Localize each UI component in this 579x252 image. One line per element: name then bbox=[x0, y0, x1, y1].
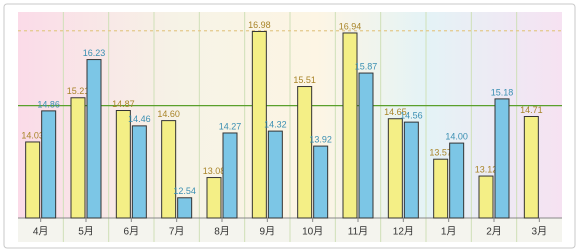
value-label: 14.32 bbox=[264, 119, 287, 129]
bar bbox=[495, 99, 509, 218]
bar bbox=[434, 159, 448, 218]
bar bbox=[268, 131, 282, 218]
x-tick-label: 10月 bbox=[302, 226, 323, 238]
x-tick-label: 5月 bbox=[78, 226, 94, 238]
value-label: 14.60 bbox=[157, 109, 180, 119]
value-label: 15.21 bbox=[67, 86, 90, 96]
page: 4月 14.03 14.86 5月 15.21 16.23 6月 14.87 14.46 7月 14… bbox=[0, 0, 579, 252]
bar bbox=[132, 126, 146, 218]
bar bbox=[116, 111, 130, 218]
bar bbox=[404, 122, 418, 218]
value-label: 14.00 bbox=[445, 131, 468, 141]
value-label: 15.18 bbox=[491, 87, 514, 97]
value-label: 14.27 bbox=[219, 121, 242, 131]
bar bbox=[359, 73, 373, 218]
bar bbox=[223, 133, 237, 218]
value-label: 16.23 bbox=[83, 48, 106, 58]
x-tick-label: 2月 bbox=[486, 226, 502, 238]
x-tick-label: 8月 bbox=[214, 226, 230, 238]
x-tick-label: 3月 bbox=[532, 226, 548, 238]
value-label: 13.08 bbox=[203, 166, 226, 176]
bar bbox=[178, 198, 192, 218]
bar bbox=[71, 98, 85, 218]
value-label: 13.92 bbox=[309, 134, 332, 144]
value-label: 14.56 bbox=[400, 110, 423, 120]
x-tick-label: 12月 bbox=[393, 226, 414, 238]
x-tick-label: 11月 bbox=[348, 226, 368, 238]
value-label: 16.94 bbox=[339, 21, 362, 31]
bar bbox=[87, 60, 101, 218]
value-label: 12.54 bbox=[173, 186, 196, 196]
bar bbox=[42, 111, 56, 218]
bar bbox=[314, 146, 328, 218]
value-label: 16.98 bbox=[248, 20, 271, 30]
value-label: 15.87 bbox=[355, 61, 378, 71]
bar bbox=[162, 121, 176, 218]
x-tick-label: 9月 bbox=[260, 226, 276, 238]
bar bbox=[524, 116, 538, 218]
chart: 4月 14.03 14.86 5月 15.21 16.23 6月 14.87 14.46 7月 14… bbox=[0, 0, 579, 252]
x-tick-label: 4月 bbox=[33, 226, 49, 238]
value-label: 14.87 bbox=[112, 99, 135, 109]
bar bbox=[450, 143, 464, 218]
bar bbox=[207, 178, 221, 218]
x-tick-label: 6月 bbox=[124, 226, 140, 238]
x-tick-label: 7月 bbox=[169, 226, 185, 238]
value-label: 14.03 bbox=[21, 130, 44, 140]
bar bbox=[388, 119, 402, 218]
value-label: 14.46 bbox=[128, 114, 151, 124]
bar bbox=[298, 87, 312, 218]
value-label: 13.57 bbox=[429, 148, 452, 158]
bar bbox=[479, 176, 493, 218]
value-label: 14.86 bbox=[37, 99, 60, 109]
value-label: 14.71 bbox=[520, 105, 543, 115]
bar bbox=[26, 142, 40, 218]
value-label: 15.51 bbox=[293, 75, 316, 85]
value-label: 13.12 bbox=[475, 164, 498, 174]
x-tick-label: 1月 bbox=[441, 226, 457, 238]
